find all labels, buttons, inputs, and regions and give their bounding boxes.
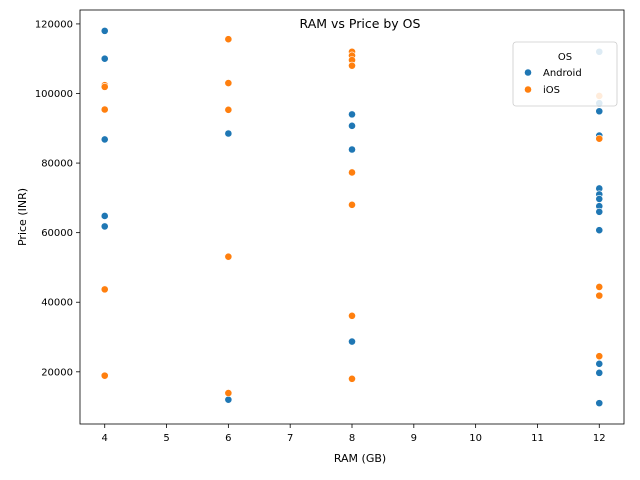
- data-point-android: [595, 195, 604, 203]
- y-axis: 20000 40000 60000 80000 100000 120000: [35, 19, 80, 378]
- data-point-android: [595, 107, 604, 116]
- data-point-android: [100, 54, 109, 63]
- x-tick-label: 12: [593, 433, 606, 444]
- data-point-ios: [595, 291, 604, 300]
- x-tick-label: 10: [469, 433, 482, 444]
- y-tick-label: 60000: [41, 228, 73, 239]
- data-point-android: [348, 337, 356, 346]
- data-point-ios: [100, 105, 109, 114]
- x-tick-label: 7: [287, 433, 293, 444]
- data-point-ios: [224, 79, 233, 87]
- data-point-ios: [348, 374, 356, 383]
- data-point-android: [595, 207, 604, 216]
- data-point-android: [348, 110, 356, 119]
- data-point-ios: [100, 82, 109, 91]
- legend-items: Android iOS: [524, 68, 582, 96]
- x-tick-label: 11: [531, 433, 544, 444]
- data-point-ios: [348, 200, 356, 209]
- data-point-android: [224, 395, 233, 404]
- data-point-android: [100, 212, 109, 220]
- data-point-android: [100, 26, 109, 35]
- legend-title: OS: [558, 52, 572, 63]
- legend-marker: [524, 68, 532, 77]
- y-axis-label: Price (INR): [16, 188, 29, 246]
- data-point-android: [595, 359, 604, 368]
- data-point-ios: [595, 283, 604, 291]
- data-point-android: [100, 135, 109, 144]
- data-point-ios: [348, 311, 356, 320]
- data-point-ios: [224, 105, 233, 114]
- y-tick-label: 80000: [41, 159, 73, 170]
- data-point-ios: [224, 389, 233, 397]
- x-axis: 4 5 6 7 8 9 10 11 12: [102, 424, 606, 444]
- y-tick-label: 40000: [41, 298, 73, 309]
- data-point-ios: [224, 35, 233, 44]
- x-tick-label: 4: [102, 433, 108, 444]
- data-point-android: [224, 129, 233, 138]
- data-point-ios: [100, 371, 109, 380]
- legend: OS Android iOS: [512, 41, 618, 107]
- data-point-android: [100, 222, 109, 231]
- legend-label: iOS: [543, 85, 560, 96]
- legend-label: Android: [543, 68, 582, 79]
- data-point-android: [348, 145, 356, 154]
- data-point-android: [595, 368, 604, 377]
- data-point-ios: [595, 352, 604, 361]
- legend-marker: [524, 85, 532, 94]
- y-tick-label: 20000: [41, 367, 73, 378]
- y-tick-label: 100000: [35, 89, 73, 100]
- data-point-ios: [348, 168, 356, 177]
- x-tick-label: 6: [225, 433, 231, 444]
- data-point-ios: [224, 252, 233, 261]
- legend-box: [512, 41, 618, 107]
- data-point-android: [595, 226, 604, 235]
- chart-title: RAM vs Price by OS: [300, 16, 421, 31]
- x-tick-label: 5: [163, 433, 169, 444]
- data-point-ios: [595, 134, 604, 143]
- y-tick-label: 120000: [35, 19, 73, 30]
- x-tick-label: 8: [349, 433, 355, 444]
- x-tick-label: 9: [411, 433, 417, 444]
- data-point-android: [595, 399, 604, 408]
- data-point-ios: [348, 61, 356, 70]
- data-point-ios: [100, 285, 109, 294]
- data-point-android: [348, 121, 356, 130]
- x-axis-label: RAM (GB): [334, 452, 386, 465]
